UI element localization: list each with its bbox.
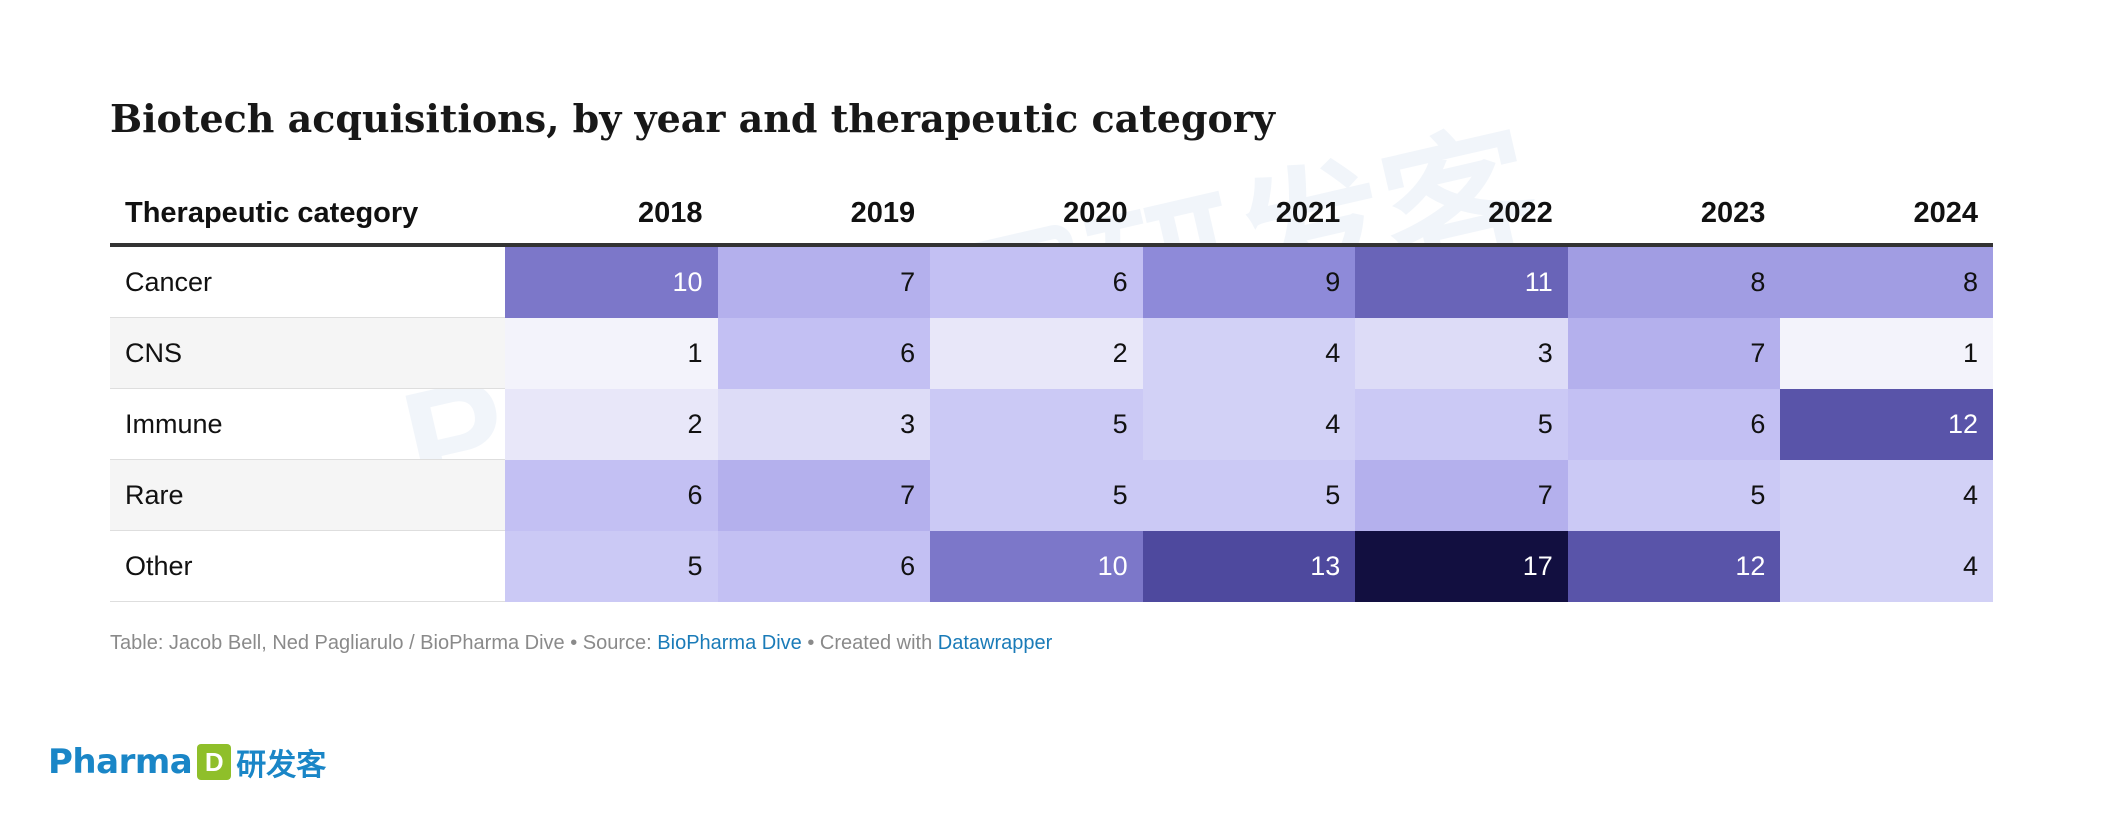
table-row: Cancer 10 7 6 9 11 8 8	[110, 245, 1993, 318]
heatmap-cell: 5	[930, 459, 1143, 531]
table-row: CNS 1 6 2 4 3 7 1	[110, 317, 1993, 389]
heatmap-cell: 6	[930, 245, 1143, 318]
heatmap-cell: 2	[505, 388, 718, 460]
heatmap-cell: 5	[505, 530, 718, 602]
datawrapper-link[interactable]: Datawrapper	[937, 632, 1053, 654]
category-label: CNS	[110, 317, 505, 389]
heatmap-cell: 4	[1780, 530, 1993, 602]
logo-chinese-text: 研发客	[236, 749, 327, 782]
heatmap-cell: 7	[1567, 317, 1781, 389]
logo-word: Pharma	[48, 742, 193, 782]
column-header: 2020	[930, 183, 1143, 247]
category-label: Immune	[110, 388, 505, 460]
heatmap-cell: 7	[1355, 459, 1568, 531]
heatmap-cell: 4	[1142, 317, 1356, 389]
column-header: 2022	[1355, 183, 1568, 247]
heatmap-cell: 5	[1355, 388, 1568, 460]
heatmap-cell: 1	[505, 317, 718, 389]
category-label: Cancer	[110, 245, 505, 318]
table-row: Other 5 6 10 13 17 12 4	[110, 530, 1993, 602]
table-row: Rare 6 7 5 5 7 5 4	[110, 459, 1993, 531]
heatmap-cell: 6	[505, 459, 718, 531]
footer-middle: • Created with	[801, 632, 938, 654]
heatmap-cell: 7	[717, 459, 931, 531]
heatmap-table: Therapeutic category 2018 2019 2020 2021…	[110, 183, 1993, 602]
heatmap-cell: 8	[1567, 245, 1781, 318]
heatmap-cell: 5	[930, 388, 1143, 460]
heatmap-cell: 9	[1142, 245, 1356, 318]
column-header: 2021	[1142, 183, 1356, 247]
heatmap-cell: 3	[1355, 317, 1568, 389]
table-row: Immune 2 3 5 4 5 6 12	[110, 388, 1993, 460]
category-label: Rare	[110, 459, 505, 531]
heatmap-cell: 10	[505, 245, 718, 318]
heatmap-cell: 5	[1567, 459, 1781, 531]
chart-title: Biotech acquisitions, by year and therap…	[110, 96, 1275, 141]
pharmad-logo: Pharma D 研发客	[48, 740, 326, 784]
source-link[interactable]: BioPharma Dive	[657, 632, 802, 654]
heatmap-cell: 4	[1142, 388, 1356, 460]
heatmap-cell: 6	[717, 317, 931, 389]
column-header: 2023	[1567, 183, 1781, 247]
column-header: 2018	[505, 183, 718, 247]
footer-credits: Table: Jacob Bell, Ned Pagliarulo / BioP…	[110, 632, 1052, 655]
heatmap-cell: 12	[1567, 530, 1781, 602]
column-header: 2019	[717, 183, 931, 247]
heatmap-cell: 17	[1355, 530, 1568, 602]
heatmap-cell: 6	[1567, 388, 1781, 460]
heatmap-cell: 4	[1780, 459, 1993, 531]
logo-mark-icon: D	[197, 744, 232, 780]
heatmap-cell: 2	[930, 317, 1143, 389]
heatmap-cell: 6	[717, 530, 931, 602]
header-row: Therapeutic category 2018 2019 2020 2021…	[110, 183, 1993, 247]
heatmap-cell: 13	[1142, 530, 1356, 602]
heatmap-cell: 11	[1355, 245, 1568, 318]
heatmap-cell: 10	[930, 530, 1143, 602]
category-label: Other	[110, 530, 505, 602]
column-header: 2024	[1780, 183, 1993, 247]
heatmap-cell: 8	[1780, 245, 1993, 318]
heatmap-cell: 1	[1780, 317, 1993, 389]
heatmap-cell: 3	[717, 388, 931, 460]
footer-prefix: Table: Jacob Bell, Ned Pagliarulo / BioP…	[110, 632, 658, 654]
heatmap-cell: 5	[1142, 459, 1356, 531]
heatmap-cell: 7	[717, 245, 931, 318]
heatmap-cell: 12	[1780, 388, 1993, 460]
row-header: Therapeutic category	[110, 183, 505, 247]
